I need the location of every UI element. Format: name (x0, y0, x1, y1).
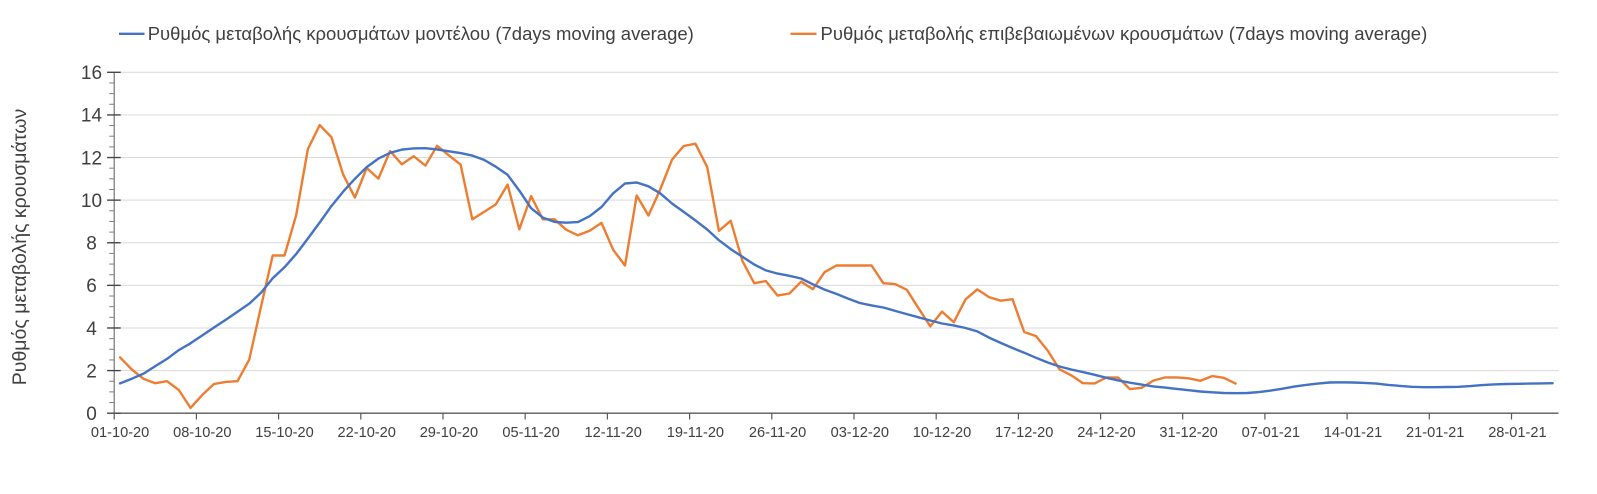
svg-text:31-12-20: 31-12-20 (1159, 425, 1217, 441)
svg-text:4: 4 (86, 319, 97, 340)
svg-text:16: 16 (81, 63, 102, 84)
svg-text:12-11-20: 12-11-20 (585, 425, 642, 441)
svg-text:22-10-20: 22-10-20 (337, 425, 395, 441)
svg-text:08-10-20: 08-10-20 (173, 425, 231, 441)
svg-text:29-10-20: 29-10-20 (420, 425, 478, 441)
svg-text:12: 12 (81, 148, 102, 169)
svg-text:26-11-20: 26-11-20 (749, 425, 806, 441)
svg-text:14-01-21: 14-01-21 (1324, 425, 1382, 441)
svg-text:07-01-21: 07-01-21 (1242, 425, 1300, 441)
svg-text:05-11-20: 05-11-20 (502, 425, 559, 441)
svg-text:2: 2 (86, 361, 97, 382)
svg-text:01-10-20: 01-10-20 (91, 425, 149, 441)
svg-text:6: 6 (86, 276, 97, 297)
svg-text:8: 8 (86, 234, 97, 255)
svg-text:Ρυθμός μεταβολής κρουσμάτων μο: Ρυθμός μεταβολής κρουσμάτων μοντέλου (7d… (148, 23, 694, 44)
svg-text:17-12-20: 17-12-20 (995, 425, 1053, 441)
svg-text:Ρυθμός μεταβολής κρουσμάτων: Ρυθμός μεταβολής κρουσμάτων (9, 109, 31, 385)
svg-text:15-10-20: 15-10-20 (255, 425, 313, 441)
svg-text:10-12-20: 10-12-20 (913, 425, 971, 441)
svg-text:03-12-20: 03-12-20 (831, 425, 889, 441)
svg-text:0: 0 (86, 404, 97, 425)
svg-text:21-01-21: 21-01-21 (1406, 425, 1464, 441)
svg-text:24-12-20: 24-12-20 (1077, 425, 1135, 441)
svg-text:10: 10 (81, 191, 102, 212)
svg-text:28-01-21: 28-01-21 (1488, 425, 1546, 441)
svg-text:Ρυθμός μεταβολής επιβεβαιωμένω: Ρυθμός μεταβολής επιβεβαιωμένων κρουσμάτ… (821, 23, 1428, 44)
svg-text:14: 14 (81, 106, 103, 127)
svg-text:19-11-20: 19-11-20 (667, 425, 724, 441)
